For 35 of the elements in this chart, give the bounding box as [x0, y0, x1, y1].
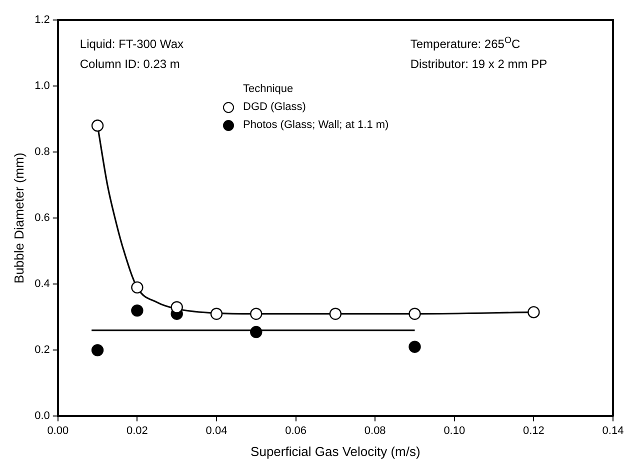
x-tick-label: 0.06	[285, 424, 307, 437]
point	[408, 340, 421, 353]
point	[91, 344, 104, 356]
x-tick-label: 0.04	[206, 424, 228, 437]
point	[91, 120, 104, 132]
y-tick-label: 0.8	[34, 146, 50, 158]
legend-label: Photos (Glass; Wall; at 1.1 m)	[243, 118, 389, 133]
annotation: Column ID: 0.23 m	[80, 57, 180, 71]
y-tick-label: 1.0	[34, 80, 50, 92]
x-tick-label: 0.02	[126, 424, 148, 437]
point	[250, 308, 262, 320]
annotation: Liquid: FT-300 Wax	[80, 37, 184, 51]
y-tick-label: 0.2	[34, 344, 50, 356]
x-axis-title: Superficial Gas Velocity (m/s)	[250, 444, 420, 459]
y-axis-title: Bubble Diameter (mm)	[11, 152, 26, 284]
legend-title: Technique	[242, 82, 294, 97]
y-tick-label: 1.2	[34, 14, 50, 26]
point	[210, 308, 223, 320]
x-tick-label: 0.08	[364, 424, 386, 437]
point	[131, 304, 144, 317]
point	[170, 301, 183, 314]
point	[131, 281, 144, 294]
x-tick-label: 0.00	[47, 424, 69, 437]
annotation: Distributor: 19 x 2 mm PP	[410, 57, 548, 71]
x-tick-label: 0.10	[444, 424, 466, 437]
legend-label: DGD (Glass)	[243, 100, 306, 115]
point	[250, 326, 262, 338]
y-tick-label: 0.0	[34, 410, 50, 422]
y-tick-label: 0.6	[34, 212, 50, 224]
y-tick-label: 0.4	[34, 278, 50, 290]
point	[528, 306, 540, 318]
x-tick-label: 0.12	[522, 424, 544, 437]
point	[329, 308, 342, 320]
x-tick-label: 0.14	[602, 424, 624, 437]
point	[408, 308, 421, 320]
